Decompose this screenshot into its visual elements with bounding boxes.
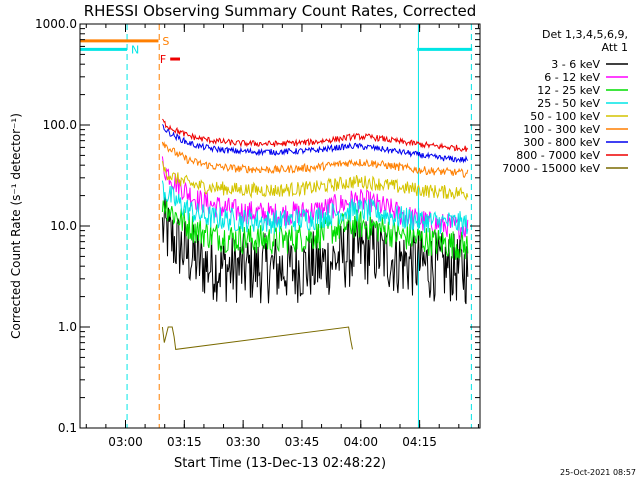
footer-timestamp: 25-Oct-2021 08:57 — [560, 468, 636, 477]
legend-label-0: 3 - 6 keV — [551, 58, 600, 71]
x-tick-label-2: 03:30 — [226, 435, 261, 449]
legend-header-line-1: Det 1,3,4,5,6,9, — [542, 28, 628, 41]
series-25-50-keV-line — [161, 180, 469, 236]
x-axis-label: Start Time (13-Dec-13 02:48:22) — [174, 456, 386, 471]
x-tick-label-5: 04:15 — [402, 435, 437, 449]
y-axis-label: Corrected Count Rate (s⁻¹ detector⁻¹) — [9, 113, 23, 339]
legend-label-4: 50 - 100 keV — [530, 110, 600, 123]
y-tick-label-1: 1.0 — [58, 320, 77, 334]
legend-label-5: 100 - 300 keV — [523, 123, 600, 136]
x-ticks: 03:00 03:15 03:30 03:45 04:00 04:15 — [85, 24, 479, 449]
legend-label-3: 25 - 50 keV — [537, 97, 600, 110]
flag-f-label: F — [160, 53, 166, 66]
flag-s-label: S — [162, 35, 169, 48]
y-tick-label-3: 100.0 — [43, 118, 77, 132]
plot-content: N SF — [79, 24, 473, 428]
legend-label-2: 12 - 25 keV — [537, 84, 600, 97]
series-50-100-keV-line — [161, 161, 469, 201]
x-tick-label-3: 03:45 — [285, 435, 320, 449]
y-tick-label-2: 10.0 — [50, 219, 77, 233]
x-tick-label-0: 03:00 — [108, 435, 143, 449]
x-tick-label-4: 04:00 — [343, 435, 378, 449]
series-100-300-keV-line — [161, 141, 469, 179]
flag-n-label: N — [131, 43, 139, 56]
plot-frame — [79, 23, 481, 429]
series-300-800-keV-line — [162, 124, 469, 164]
series-800-7000-keV-line — [162, 118, 469, 152]
legend-header-line-2: Att 1 — [602, 41, 628, 54]
y-tick-label-0: 0.1 — [58, 421, 77, 435]
chart-title: RHESSI Observing Summary Count Rates, Co… — [84, 2, 477, 20]
series-12-25-keV-line — [161, 199, 469, 260]
series-6-12-keV-line — [161, 156, 469, 240]
legend-label-8: 7000 - 15000 keV — [502, 162, 600, 175]
series-3-6-keV-line — [161, 194, 469, 305]
y-tick-label-4: 1000.0 — [35, 17, 77, 31]
legend-label-7: 800 - 7000 keV — [516, 149, 600, 162]
y-ticks: 0.1 1.0 10.0 100.0 1000.0 — [35, 17, 480, 435]
series-7000-15000-keV-line — [161, 326, 353, 350]
x-tick-label-1: 03:15 — [167, 435, 202, 449]
legend-label-6: 300 - 800 keV — [523, 136, 600, 149]
legend-label-1: 6 - 12 keV — [544, 71, 600, 84]
